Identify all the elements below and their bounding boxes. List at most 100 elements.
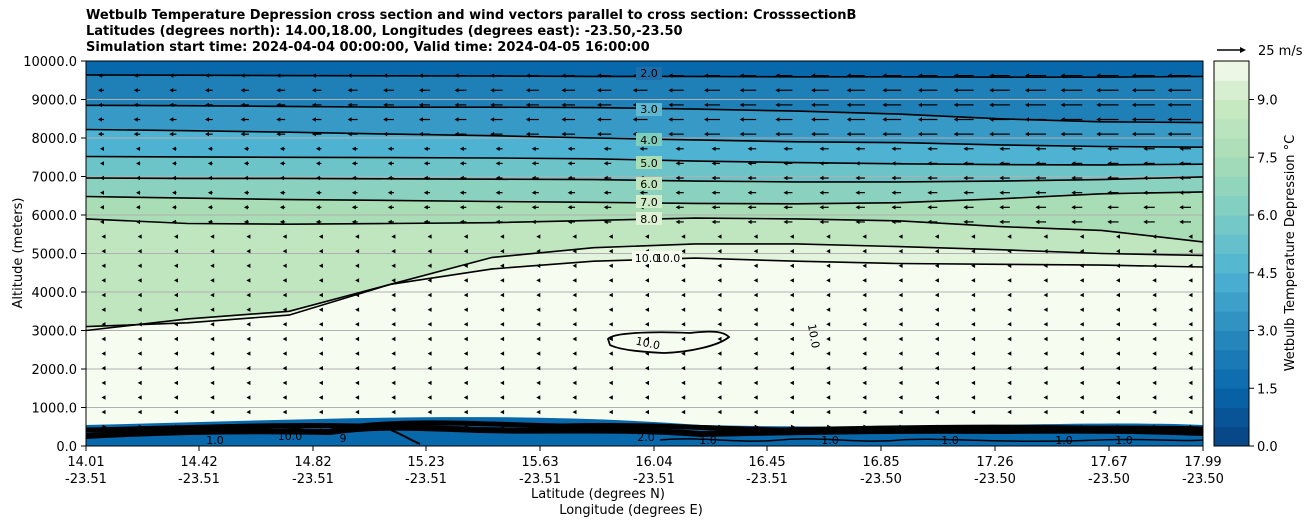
wind-vector-head (717, 351, 722, 356)
surface-line-c (249, 424, 421, 445)
x-tick-label-lon: -23.51 (519, 472, 561, 487)
contour-label-1-e: 1.0 (1055, 434, 1073, 447)
wind-vector-head (1188, 263, 1193, 268)
x-axis-label-2: Longitude (degrees E) (559, 503, 703, 518)
wind-vector-head (1116, 380, 1120, 386)
wind-vector-head (282, 278, 287, 283)
y-axis-label: Altitude (meters) (11, 198, 26, 309)
wind-vector-head (681, 322, 686, 327)
wind-vector-head (101, 249, 106, 254)
wind-vector-head (282, 307, 287, 312)
wind-vector-head (999, 175, 1004, 181)
y-axis: 0.0 1000.0 2000.0 3000.0 4000.0 5000.0 6000.0 7… (23, 55, 86, 455)
wind-vector-head (1116, 292, 1120, 298)
wind-vector-head (819, 205, 824, 210)
wind-vector-head (999, 190, 1004, 195)
wind-vector-head (101, 336, 106, 342)
contour-label-bg (636, 212, 662, 225)
wind-vector-head (855, 146, 860, 151)
wind-vector-head (632, 131, 637, 137)
wind-vector-head (675, 175, 680, 181)
wind-vector-head (495, 190, 500, 195)
wind-vector-head (704, 131, 709, 137)
wind-vector-head (210, 380, 215, 386)
wind-vector-head (136, 219, 140, 225)
surface-contours (86, 420, 1203, 445)
wind-vector-head (454, 117, 459, 122)
wind-vector-head (963, 205, 968, 210)
wind-vector-head (1071, 146, 1076, 151)
wind-vectors (98, 73, 1194, 429)
wind-vector-head (891, 205, 896, 210)
wind-vector-head (315, 175, 320, 181)
wind-vector-head (918, 88, 922, 93)
wind-vector-head (427, 263, 432, 268)
wind-vector-head (137, 278, 142, 283)
wind-vector-head (561, 117, 566, 122)
wind-vector-head (1043, 336, 1048, 342)
wind-vector-head (608, 322, 613, 327)
wind-vector-head (681, 366, 686, 371)
wind-vector-head (1116, 395, 1120, 400)
wind-vector-head (999, 205, 1004, 210)
colorbar-segment (1214, 176, 1249, 197)
wind-vector-head (351, 219, 356, 225)
wind-vector-head (645, 409, 649, 415)
wind-vector-head (1060, 73, 1065, 78)
wind-vector-head (311, 73, 316, 78)
wind-vector-head (311, 88, 316, 93)
wind-vector-head (500, 234, 505, 239)
wind-vector-head (898, 307, 903, 312)
wind-vector-head (1007, 336, 1012, 342)
wind-vector-head (243, 161, 248, 166)
wind-vector-head (608, 351, 613, 356)
wind-vector-head (1143, 205, 1148, 210)
wind-vector-head (739, 117, 744, 122)
wind-vector-head (1025, 131, 1029, 137)
wind-vector-head (355, 395, 360, 400)
wind-vector-head (98, 131, 102, 137)
colorbar-segment (1214, 61, 1249, 81)
wind-vector-head (137, 292, 142, 298)
wind-vector-head (639, 146, 644, 151)
wind-vector-head (934, 263, 939, 268)
wind-vector-head (1043, 322, 1048, 327)
wind-vector-head (855, 205, 860, 210)
contour-label-bg (636, 195, 662, 208)
wind-vector-head (1007, 292, 1012, 298)
wind-vector-head (174, 380, 178, 386)
wind-vector-head (1188, 409, 1193, 415)
wind-vector-head (681, 278, 686, 283)
wind-vector-head (1116, 351, 1120, 356)
wind-vector-head (536, 380, 541, 386)
wind-vector-head (531, 190, 536, 195)
wind-vector-head (351, 161, 356, 166)
wind-vector-head (711, 219, 716, 225)
wind-vector-head (1152, 380, 1157, 386)
wind-vector-head (572, 351, 577, 356)
wind-vector-head (172, 205, 176, 210)
wind-vector-head (351, 190, 356, 195)
wind-vector-head (495, 175, 500, 181)
colorbar-segment (1214, 118, 1249, 139)
wind-vector-head (898, 351, 903, 356)
wind-vector-head (459, 146, 464, 151)
wind-vector-head (753, 395, 758, 400)
wind-vector-head (383, 117, 388, 122)
contour-line-9.0 (86, 243, 1203, 328)
contour-label-10-f: 10.0 (278, 430, 303, 443)
wind-vector-head (934, 307, 939, 312)
wind-vector-head (282, 336, 287, 342)
wind-vector-head (608, 263, 613, 268)
wind-vector-head (597, 102, 602, 108)
wind-vector-head (210, 351, 215, 356)
quiver-key-label: 25 m/s (1258, 44, 1303, 59)
wind-vector-head (789, 307, 794, 312)
wind-vector-head (1107, 190, 1112, 195)
wind-vector-head (391, 322, 396, 327)
wind-vector-head (934, 234, 939, 239)
wind-vector-head (1189, 424, 1194, 429)
wind-vector-head (137, 395, 142, 400)
wind-vector-head (572, 366, 577, 371)
